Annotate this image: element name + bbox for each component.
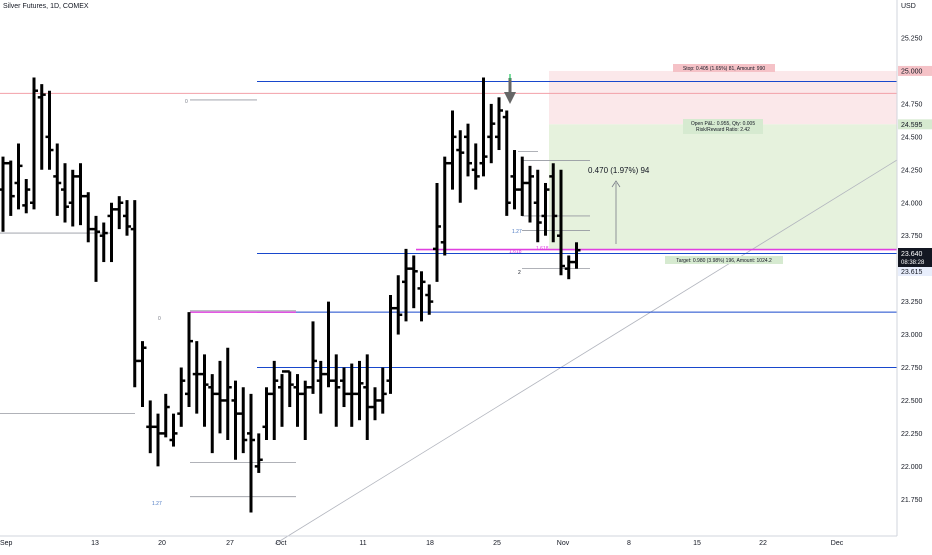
price-tag-current: 23.640: [901, 251, 923, 258]
currency-label: USD: [901, 3, 916, 10]
price-tag-current-bg: [898, 248, 932, 267]
price-tag-24595: 24.595: [901, 122, 923, 129]
measure-arrow-head: [611, 180, 621, 188]
pnl-label-box: [683, 119, 763, 134]
arrow-down-icon: [504, 92, 516, 104]
x-tick-8: Nov: [557, 540, 570, 547]
y-tick-9: 23.000: [901, 332, 923, 339]
fib-label-1618-b: 1.618: [536, 246, 549, 252]
x-tick-12: Dec: [831, 540, 844, 547]
stop-label-box: [673, 64, 775, 72]
trend-line: [274, 159, 898, 545]
x-tick-9: 8: [627, 540, 631, 547]
y-tick-11: 22.500: [901, 398, 923, 405]
x-tick-11: 22: [759, 540, 767, 547]
target-label-box: [665, 256, 783, 264]
y-tick-3: 24.500: [901, 134, 923, 141]
y-tick-14: 21.750: [901, 497, 923, 504]
y-tick-5: 24.000: [901, 200, 923, 207]
countdown-label: 08:38:28: [901, 260, 925, 266]
fib-label-1618-a: 1.618: [509, 249, 522, 255]
measure-label: 0.470 (1.97%) 94: [588, 166, 650, 175]
fib-label-127-b: 1.27: [512, 229, 522, 235]
target-zone: [549, 124, 897, 250]
price-tag-25000-bg: [898, 65, 932, 76]
fib-label-127-a: 1.27: [152, 501, 162, 507]
y-tick-6: 23.750: [901, 233, 923, 240]
x-tick-6: 18: [426, 540, 434, 547]
y-tick-2: 24.750: [901, 101, 923, 108]
y-tick-10: 22.750: [901, 365, 923, 372]
x-tick-7: 25: [493, 540, 501, 547]
y-tick-13: 22.000: [901, 464, 923, 471]
y-tick-8: 23.250: [901, 299, 923, 306]
stop-label: Stop: 0.405 (1.65%) 81, Amount: 990: [683, 66, 765, 72]
stop-zone: [549, 70, 897, 125]
pnl-label: Open P&L: 0.955, Qty: 0.005: [691, 121, 755, 127]
fib-label-zero-a: 0: [185, 99, 188, 105]
x-tick-4: Oct: [276, 540, 287, 547]
y-tick-0: 25.250: [901, 36, 923, 43]
x-tick-0: Sep: [0, 540, 13, 547]
price-tag-23615: 23.615: [901, 269, 923, 276]
x-tick-10: 15: [693, 540, 701, 547]
price-tag-24595-bg: [898, 119, 932, 130]
price-tag-23615-bg: [898, 267, 932, 276]
x-tick-1: 13: [91, 540, 99, 547]
x-tick-5: 11: [359, 540, 366, 547]
chart-title: Silver Futures, 1D, COMEX: [3, 3, 89, 10]
price-tag-25000: 25.000: [901, 68, 923, 75]
fib-label-zero-b: 0: [158, 316, 161, 322]
x-tick-2: 20: [158, 540, 166, 547]
target-label: Target: 0.980 (3.98%) 196, Amount: 1024.…: [676, 258, 772, 264]
y-tick-4: 24.250: [901, 167, 923, 174]
fib-label-two: 2: [518, 270, 521, 276]
y-tick-12: 22.250: [901, 431, 923, 438]
rr-label: Risk/Reward Ratio: 2.42: [696, 127, 750, 133]
x-tick-3: 27: [226, 540, 234, 547]
